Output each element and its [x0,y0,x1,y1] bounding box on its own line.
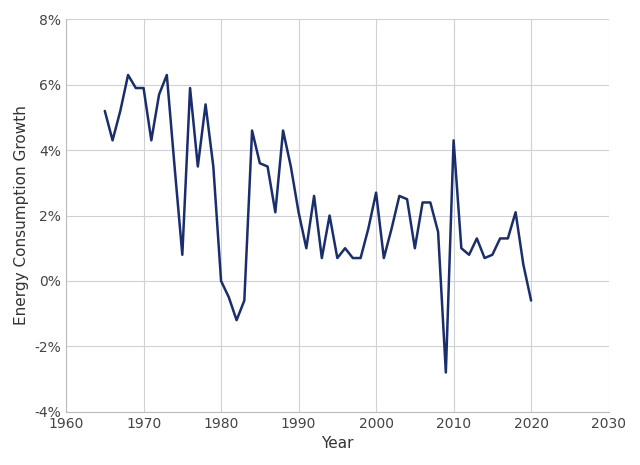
X-axis label: Year: Year [321,436,353,451]
Y-axis label: Energy Consumption Growth: Energy Consumption Growth [14,106,29,326]
